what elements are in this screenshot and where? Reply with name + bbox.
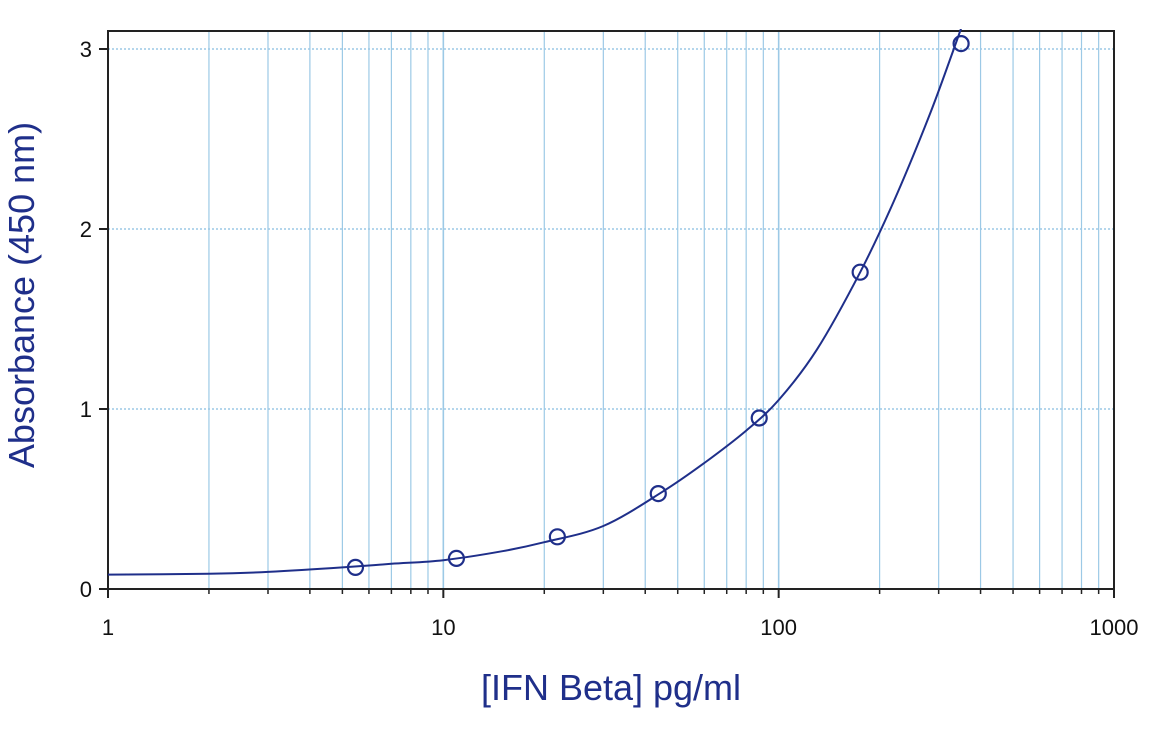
plot-frame [107, 30, 1115, 590]
data-points [346, 34, 970, 577]
grid [108, 31, 1114, 589]
y-tick-label: 1 [80, 397, 92, 422]
x-tick-label: 1000 [1090, 615, 1139, 640]
y-tick-label: 2 [80, 217, 92, 242]
x-tick-label: 100 [760, 615, 797, 640]
data-point [952, 34, 970, 53]
y-tick-label: 3 [80, 37, 92, 62]
data-point [346, 558, 365, 577]
x-tick-label: 1 [102, 615, 114, 640]
x-tick-label: 10 [431, 615, 455, 640]
fit-curve [108, 29, 962, 576]
data-point [447, 549, 466, 568]
x-axis-title: [IFN Beta] pg/ml [481, 667, 741, 708]
data-point [851, 263, 869, 281]
data-point [750, 409, 768, 427]
data-point [649, 485, 667, 503]
y-tick-label: 0 [80, 577, 92, 602]
data-point [548, 528, 566, 546]
y-axis-title: Absorbance (450 nm) [1, 122, 42, 468]
